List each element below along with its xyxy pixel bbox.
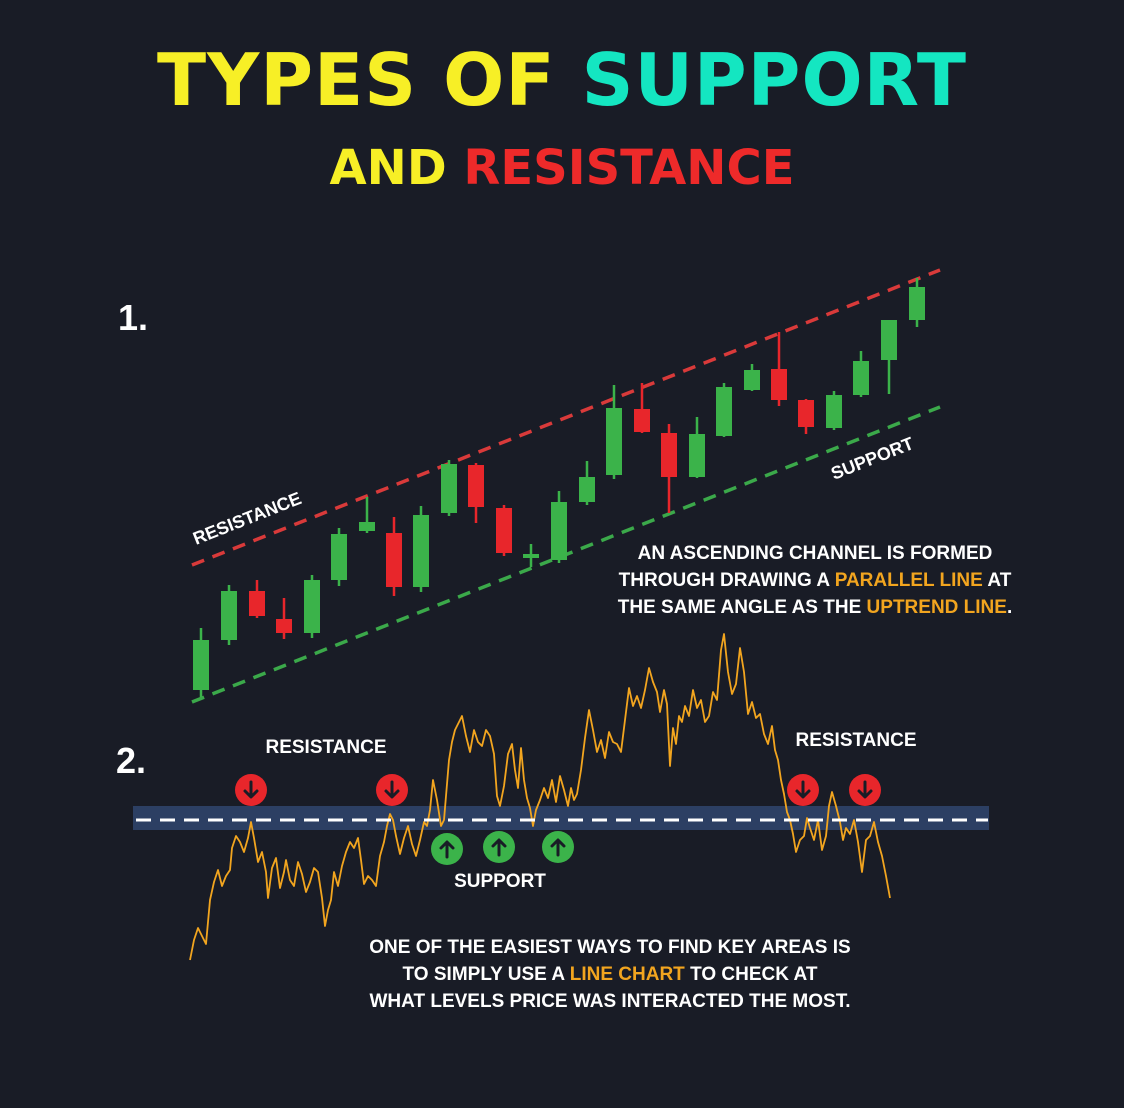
line-chart-caption: ONE OF THE EASIEST WAYS TO FIND KEY AREA… (330, 934, 890, 1015)
uptrend-line-highlight: UPTREND LINE (866, 597, 1007, 618)
section-2-number: 2. (116, 740, 147, 781)
bearish-candle (798, 400, 814, 427)
bullish-candle (909, 287, 925, 320)
bullish-candle (744, 370, 760, 390)
bullish-candle (606, 408, 622, 475)
parallel-line-highlight: PARALLEL LINE (834, 570, 983, 591)
channel-caption-line-2: THROUGH DRAWING A PARALLEL LINE AT (590, 567, 1040, 594)
line-chart-caption-line-3: WHAT LEVELS PRICE WAS INTERACTED THE MOS… (369, 991, 851, 1012)
bullish-candle (413, 515, 429, 587)
bullish-candle (716, 387, 732, 436)
arrow-up-circle-icon (542, 831, 574, 863)
line-chart-highlight: LINE CHART (569, 964, 685, 985)
title-resistance: RESISTANCE (463, 140, 795, 196)
bullish-candle (551, 502, 567, 560)
bearish-candle (661, 433, 677, 477)
title-types-of: TYPES OF (157, 38, 556, 122)
bullish-candle (689, 434, 705, 477)
caption-text: . (1006, 597, 1013, 618)
bullish-candle (881, 320, 897, 360)
line-chart-caption-line-1: ONE OF THE EASIEST WAYS TO FIND KEY AREA… (369, 937, 851, 958)
bullish-candle (304, 580, 320, 633)
line-chart-resistance-label-left: RESISTANCE (265, 737, 386, 758)
resistance-trendline (191, 268, 941, 567)
arrow-up-circle-icon (431, 833, 463, 865)
bearish-candle (276, 619, 292, 633)
channel-caption-line-1: AN ASCENDING CHANNEL IS FORMED (637, 543, 993, 564)
bullish-candle (826, 395, 842, 428)
caption-text: TO CHECK AT (690, 964, 818, 985)
bearish-candle (249, 591, 265, 616)
title-line-1: TYPES OF SUPPORT (0, 38, 1124, 122)
arrow-down-circle-icon (376, 774, 408, 806)
bearish-candle (496, 508, 512, 553)
caption-text: AT (987, 570, 1012, 591)
title-and: AND (329, 140, 447, 196)
bearish-candle (468, 465, 484, 507)
price-line (189, 633, 891, 961)
bearish-candle (386, 533, 402, 587)
bullish-candle (359, 522, 375, 531)
bullish-candle (853, 361, 869, 395)
bullish-candle (579, 477, 595, 502)
caption-text: THE SAME ANGLE AS THE (617, 597, 862, 618)
section-1-number: 1. (118, 297, 149, 338)
line-chart-support-label: SUPPORT (454, 871, 546, 892)
channel-caption: AN ASCENDING CHANNEL IS FORMED THROUGH D… (590, 540, 1040, 621)
candlesticks (193, 278, 925, 697)
bearish-candle (771, 369, 787, 400)
bullish-candle (331, 534, 347, 580)
bullish-candle (193, 640, 209, 690)
bearish-candle (634, 409, 650, 432)
channel-caption-line-3: THE SAME ANGLE AS THE UPTREND LINE. (590, 594, 1040, 621)
bullish-candle (441, 464, 457, 513)
bullish-candle (221, 591, 237, 640)
arrow-up-circle-icon (483, 831, 515, 863)
arrow-down-circle-icon (849, 774, 881, 806)
caption-text: TO SIMPLY USE A (402, 964, 565, 985)
key-area-band (133, 806, 989, 830)
bullish-candle (523, 554, 539, 558)
caption-text: THROUGH DRAWING A (618, 570, 830, 591)
arrow-down-circle-icon (787, 774, 819, 806)
line-chart-resistance-label-right: RESISTANCE (795, 730, 916, 751)
arrow-down-circle-icon (235, 774, 267, 806)
title-support: SUPPORT (581, 38, 967, 122)
title-line-2: AND RESISTANCE (0, 140, 1124, 196)
line-chart-caption-line-2: TO SIMPLY USE A LINE CHART TO CHECK AT (330, 961, 890, 988)
